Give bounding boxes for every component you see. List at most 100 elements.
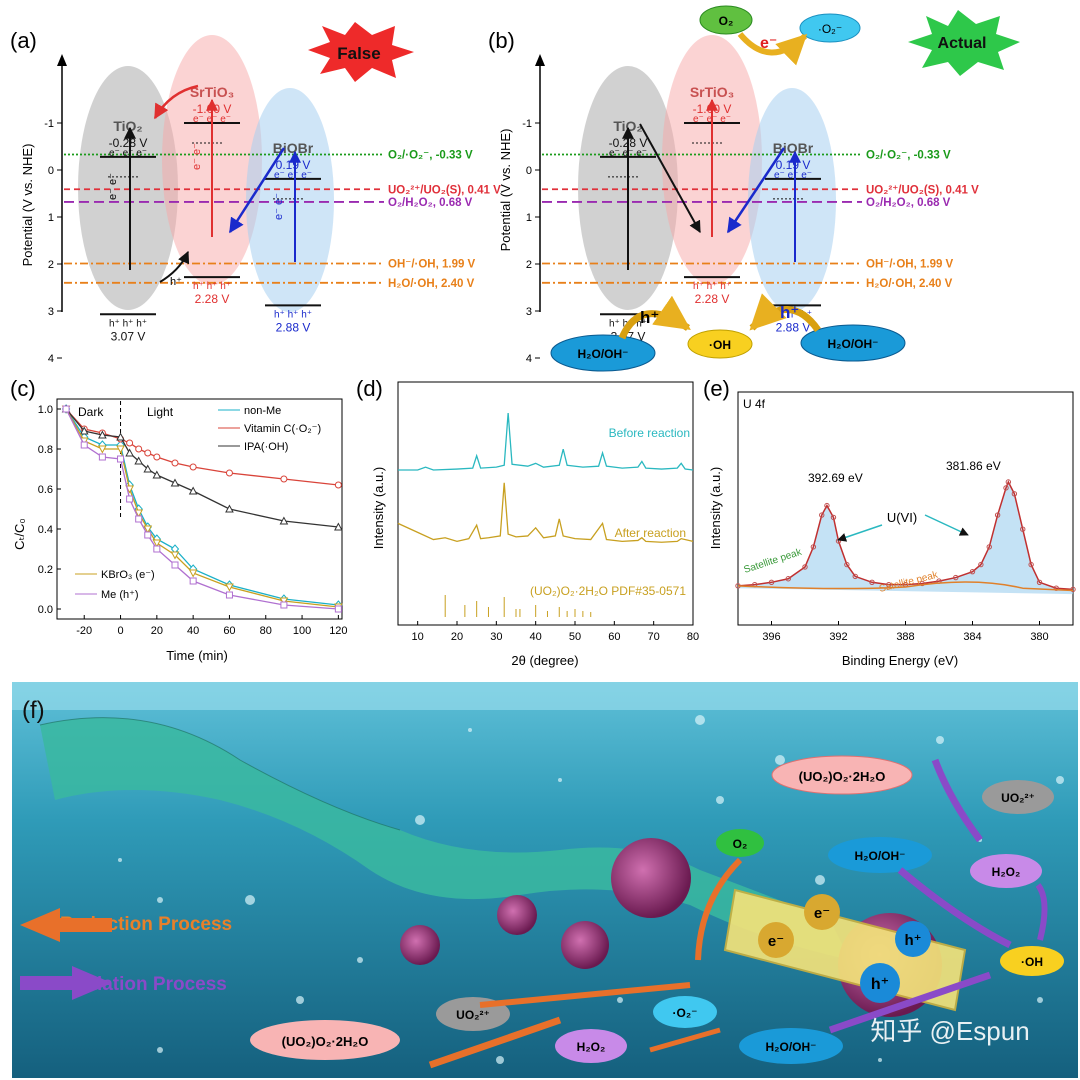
b-oh-bubble [687, 329, 753, 359]
d-xtick-label-5: 60 [608, 631, 620, 643]
e-xtick-label-4: 380 [1030, 631, 1048, 643]
a-vb-label-2: 2.88 V [276, 320, 311, 334]
f-o2-bubble [716, 829, 764, 857]
e-point-6 [819, 512, 825, 518]
c-plot-area: -20 0 20 40 60 80 100 120 0.0 0.2 0.4 0.6 0.8 1.0 non-… [38, 401, 348, 637]
hole-transfer-arrow [159, 250, 190, 283]
c-series-2-point-11 [279, 516, 289, 525]
f-bubble-16 [468, 728, 472, 732]
e-uvi-label: U(VI) [887, 510, 917, 525]
c-series-4-point-3 [117, 455, 125, 463]
c-xtick-label-0: -20 [76, 625, 92, 637]
actual-badge-label: Actual [938, 35, 987, 52]
e-point-10 [844, 561, 850, 568]
c-legend-label-4: Me (h⁺) [101, 589, 139, 601]
b-h-right-label: h⁺ [780, 303, 799, 322]
c-series-4-point-5 [135, 515, 143, 523]
e-point-17 [953, 574, 959, 581]
e-plot-area: 396 392 388 384 380 [735, 479, 1076, 643]
c-ytick-label-3: 0.6 [38, 484, 53, 496]
e-fit-area [738, 482, 1073, 595]
e-series-line [737, 480, 1074, 591]
d-before-label: Before reaction [609, 426, 690, 440]
e-sat1-label: Satellite peak [743, 547, 804, 576]
d-y-label: Intensity (a.u.) [371, 467, 386, 549]
b-z-scheme-arrow-1 [639, 123, 701, 234]
c-series-4-point-4 [126, 495, 134, 503]
b-o2-label: O₂ [719, 14, 734, 28]
e-y-label: Intensity (a.u.) [708, 467, 723, 549]
f-h1-label: h⁺ [904, 932, 921, 949]
b-material-name-0: TiO₂ [613, 118, 642, 134]
a-electrons-2: e⁻ e⁻ e⁻ [274, 170, 312, 181]
e-peak2-label: 381.86 eV [946, 459, 1001, 473]
panel-d: (d) Intensity (a.u.) 2θ (degree) 10 20 30 4… [356, 376, 699, 668]
b-holes-1: h⁺ h⁺ h⁺ [693, 281, 731, 292]
c-xtick-label-5: 80 [260, 625, 272, 637]
f-bubble-11 [245, 895, 255, 905]
d-xtick-label-7: 80 [687, 631, 699, 643]
a-redox-label-1: UO₂²⁺/UO₂(S), 0.41 V [388, 184, 501, 196]
c-series-4-point-11 [280, 601, 288, 609]
e-satellite-curve [737, 581, 1074, 592]
e-point-15 [919, 580, 925, 587]
b-redox-lines: O₂/·O₂⁻, -0.33 V UO₂²⁺/UO₂(S), 0.41 VO₂/H… [542, 149, 979, 290]
c-series-2-point-5 [134, 456, 144, 465]
f-product-top-bubble [771, 755, 913, 795]
panel-f: Reduction Process Oxidation Process (f) … [12, 682, 1078, 1078]
panel-a: (a) False Potential (V vs. NHE) -101234 … [10, 22, 501, 365]
b-tick-label-0: -1 [522, 118, 532, 130]
d-frame [397, 381, 694, 626]
biobr-ellipse [246, 88, 334, 312]
b-h2o-right-label: H₂O/OH⁻ [828, 337, 879, 351]
e-point-2 [768, 579, 775, 585]
e-point-21 [994, 512, 1001, 518]
f-h2o2-right-label: H₂O₂ [992, 865, 1021, 879]
e-point-4 [802, 564, 808, 570]
b-h2o-left-label: H₂O/OH⁻ [578, 347, 629, 361]
b-biobr-ellipse [748, 88, 836, 312]
a-band-structure: TiO₂-0.28 Ve⁻ e⁻ e⁻h⁺ h⁺ h⁺3.07 VSrTiO₃-… [100, 84, 321, 343]
c-x-label: Time (min) [166, 648, 228, 663]
e-title: U 4f [743, 397, 766, 411]
f-h2-label: h⁺ [871, 976, 889, 993]
c-xtick-label-4: 60 [223, 625, 235, 637]
c-series-3-point-6 [143, 525, 153, 534]
f-bubble-12 [878, 1058, 882, 1062]
c-ytick-label-0: 0.0 [38, 604, 53, 616]
e-point-24 [1011, 491, 1018, 497]
d-xtick-label-2: 30 [490, 631, 502, 643]
c-series-2-point-4 [125, 448, 134, 457]
b-redox-label-4: H₂O/·OH, 2.40 V [866, 278, 953, 290]
d-series-line-1 [397, 482, 694, 543]
a-tick-label-2: 1 [48, 212, 54, 224]
b-vb-label-2: 2.88 V [776, 320, 811, 334]
f-oxidation-arrow-icon [20, 966, 112, 1000]
d-plot-area: 10 20 30 40 50 60 70 80 [397, 412, 699, 643]
c-series-2-point-10 [225, 504, 234, 513]
a-e-label-3: e⁻ e⁻ [273, 193, 285, 220]
c-series-3-point-5 [134, 509, 144, 518]
panel-b: (b) Actual O₂ ·O₂⁻ e⁻ Potential (V vs. N… [488, 5, 1020, 372]
c-series-4-point-12 [334, 605, 342, 613]
a-cb-label-0: -0.28 V [109, 136, 148, 150]
e-point-3 [785, 576, 791, 582]
a-material-name-2: BiOBr [273, 140, 314, 156]
a-material-name-0: TiO₂ [113, 118, 142, 134]
f-bubble-3 [415, 815, 425, 825]
panel-e: (e) Intensity (a.u.) Binding Energy (eV)… [703, 376, 1076, 668]
f-flower-3 [561, 921, 609, 969]
false-badge-star [308, 22, 414, 82]
f-membrane [40, 717, 850, 960]
a-redox-label-4: H₂O/·OH, 2.40 V [388, 278, 475, 290]
a-vb-label-1: 2.28 V [195, 292, 230, 306]
f-bubble-10 [496, 1056, 504, 1064]
f-h2o2-bottom-bubble [555, 1029, 627, 1063]
f-e2-label: e⁻ [768, 933, 784, 950]
c-series-1-point-10 [225, 469, 233, 477]
f-bubble-17 [157, 1047, 163, 1053]
a-tick-label-5: 4 [48, 353, 54, 365]
c-series-4-point-10 [225, 591, 233, 599]
f-h2o2-right-bubble [970, 854, 1042, 888]
f-oh-right-bubble [1000, 946, 1064, 976]
